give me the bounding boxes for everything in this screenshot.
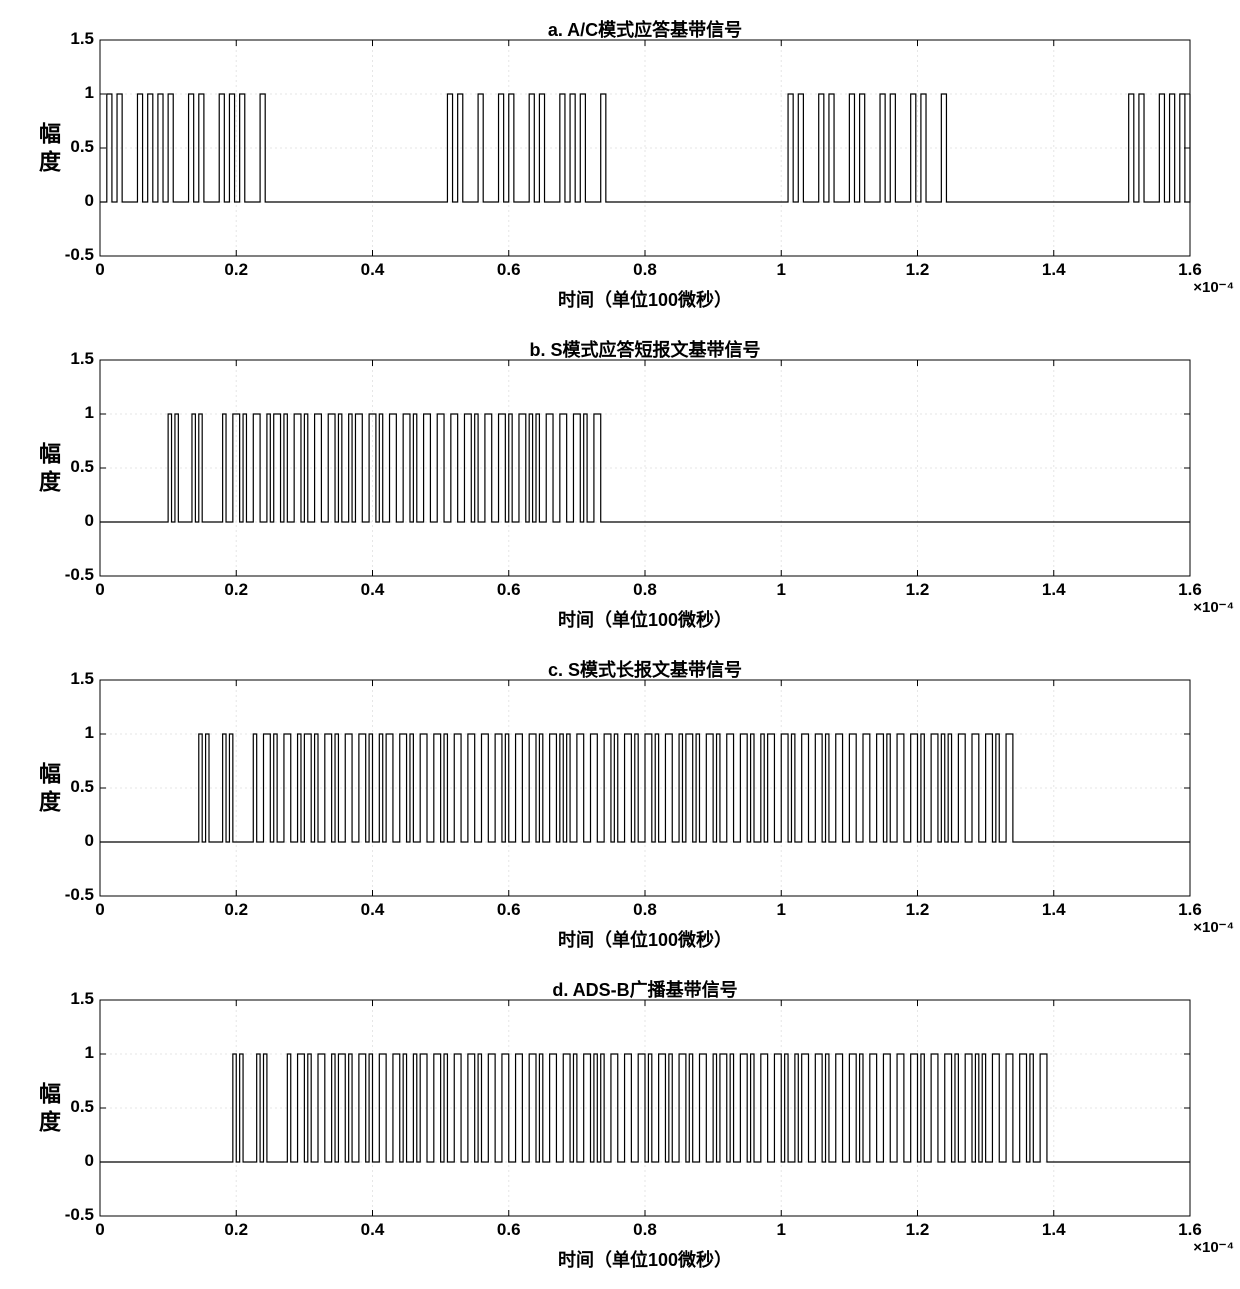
xtick-label: 1.6: [1170, 260, 1210, 280]
xtick-label: 0.8: [625, 900, 665, 920]
ytick-label: 1: [85, 723, 94, 743]
subplot-d-x-exponent: ×10⁻⁴: [1193, 1238, 1234, 1256]
ytick-label: -0.5: [65, 565, 94, 585]
subplot-a-title: a. A/C模式应答基带信号: [100, 16, 1190, 42]
xtick-label: 1: [761, 260, 801, 280]
ytick-label: 0.5: [70, 457, 94, 477]
xtick-label: 0.6: [489, 580, 529, 600]
xtick-label: 0.4: [353, 580, 393, 600]
subplot-a-xlabel: 时间（单位100微秒）: [100, 286, 1190, 312]
xtick-label: 1.4: [1034, 900, 1074, 920]
xtick-label: 1: [761, 1220, 801, 1240]
subplot-c-title: c. S模式长报文基带信号: [100, 656, 1190, 682]
xtick-label: 0.4: [353, 260, 393, 280]
xtick-label: 0.6: [489, 900, 529, 920]
xtick-label: 1: [761, 580, 801, 600]
subplot-d: d. ADS-B广播基带信号幅 度时间（单位100微秒）×10⁻⁴00.20.4…: [100, 1000, 1190, 1216]
xtick-label: 1.6: [1170, 1220, 1210, 1240]
xtick-label: 0.2: [216, 1220, 256, 1240]
subplot-a-x-exponent: ×10⁻⁴: [1193, 278, 1234, 296]
subplot-b-title: b. S模式应答短报文基带信号: [100, 336, 1190, 362]
ytick-label: 0: [85, 831, 94, 851]
ytick-label: 1.5: [70, 669, 94, 689]
xtick-label: 1.4: [1034, 260, 1074, 280]
xtick-label: 0.2: [216, 900, 256, 920]
xtick-label: 1: [761, 900, 801, 920]
ytick-label: 1: [85, 83, 94, 103]
subplot-d-title: d. ADS-B广播基带信号: [100, 976, 1190, 1002]
subplot-c-ylabel: 幅 度: [38, 761, 62, 816]
subplot-d-signal: [100, 1054, 1190, 1162]
xtick-label: 0.4: [353, 900, 393, 920]
xtick-label: 0.4: [353, 1220, 393, 1240]
subplot-d-xlabel: 时间（单位100微秒）: [100, 1246, 1190, 1272]
xtick-label: 1.6: [1170, 580, 1210, 600]
ytick-label: 0: [85, 1151, 94, 1171]
subplot-d-ylabel: 幅 度: [38, 1081, 62, 1136]
subplot-b-ylabel: 幅 度: [38, 441, 62, 496]
ytick-label: 1.5: [70, 989, 94, 1009]
subplot-d-axes: [100, 1000, 1190, 1216]
xtick-label: 1.2: [898, 900, 938, 920]
subplot-a-ylabel: 幅 度: [38, 121, 62, 176]
xtick-label: 0.2: [216, 260, 256, 280]
xtick-label: 0.6: [489, 1220, 529, 1240]
ytick-label: 1: [85, 403, 94, 423]
ytick-label: 0: [85, 191, 94, 211]
xtick-label: 1.4: [1034, 1220, 1074, 1240]
subplot-c-xlabel: 时间（单位100微秒）: [100, 926, 1190, 952]
ytick-label: -0.5: [65, 885, 94, 905]
ytick-label: 0: [85, 511, 94, 531]
xtick-label: 0.2: [216, 580, 256, 600]
subplot-a-axes: [100, 40, 1190, 256]
ytick-label: -0.5: [65, 1205, 94, 1225]
xtick-label: 1.6: [1170, 900, 1210, 920]
subplot-c-axes: [100, 680, 1190, 896]
subplot-c-x-exponent: ×10⁻⁴: [1193, 918, 1234, 936]
xtick-label: 1.2: [898, 260, 938, 280]
ytick-label: 0.5: [70, 137, 94, 157]
subplot-b-xlabel: 时间（单位100微秒）: [100, 606, 1190, 632]
xtick-label: 1.4: [1034, 580, 1074, 600]
ytick-label: 1: [85, 1043, 94, 1063]
xtick-label: 0.6: [489, 260, 529, 280]
subplot-b: b. S模式应答短报文基带信号幅 度时间（单位100微秒）×10⁻⁴00.20.…: [100, 360, 1190, 576]
xtick-label: 0.8: [625, 580, 665, 600]
ytick-label: 1.5: [70, 349, 94, 369]
xtick-label: 0.8: [625, 1220, 665, 1240]
subplot-c: c. S模式长报文基带信号幅 度时间（单位100微秒）×10⁻⁴00.20.40…: [100, 680, 1190, 896]
xtick-label: 1.2: [898, 1220, 938, 1240]
subplot-a: a. A/C模式应答基带信号幅 度时间（单位100微秒）×10⁻⁴00.20.4…: [100, 40, 1190, 256]
subplot-b-axes: [100, 360, 1190, 576]
subplot-b-x-exponent: ×10⁻⁴: [1193, 598, 1234, 616]
ytick-label: -0.5: [65, 245, 94, 265]
ytick-label: 1.5: [70, 29, 94, 49]
ytick-label: 0.5: [70, 1097, 94, 1117]
xtick-label: 1.2: [898, 580, 938, 600]
ytick-label: 0.5: [70, 777, 94, 797]
xtick-label: 0.8: [625, 260, 665, 280]
